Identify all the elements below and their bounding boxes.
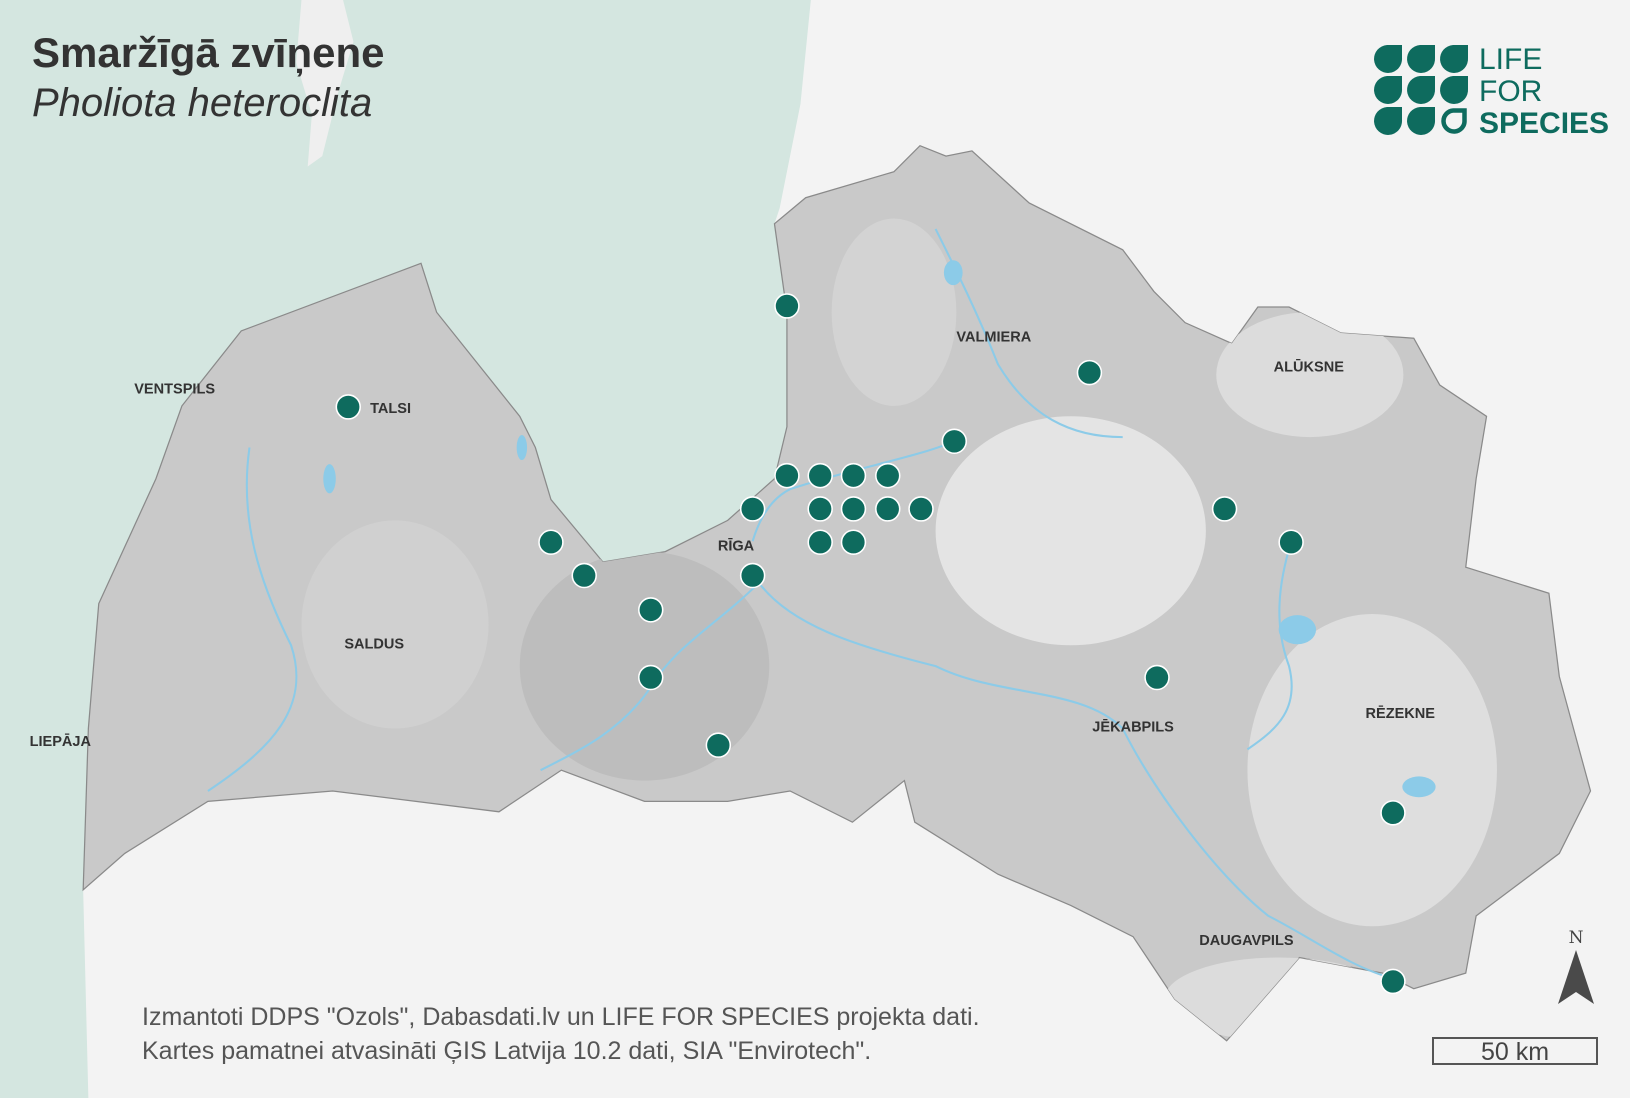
observation-marker <box>571 562 597 589</box>
observation-marker <box>1278 529 1304 555</box>
north-label: N <box>1568 928 1584 948</box>
city-label-valmiera: VALMIERA <box>956 329 1031 345</box>
leaf-shape <box>1440 76 1469 104</box>
city-label-saldus: SALDUS <box>344 636 404 652</box>
observation-marker <box>807 529 833 555</box>
city-label-riga: RĪGA <box>718 538 755 555</box>
leaf-shape <box>1374 76 1403 104</box>
leaf-shape <box>1440 45 1469 73</box>
credits-line2: Kartes pamatnei atvasināti ĢIS Latvija 1… <box>142 1037 872 1065</box>
city-label-ventspils: VENTSPILS <box>134 381 215 397</box>
observation-marker <box>739 562 766 589</box>
observation-marker <box>807 462 833 489</box>
observation-marker <box>1380 800 1406 826</box>
observation-marker <box>774 293 800 319</box>
logo-line2: FOR <box>1479 75 1543 108</box>
observation-marker <box>908 496 934 522</box>
city-label-jekabpils: JĒKABPILS <box>1092 719 1174 736</box>
leaf-shape <box>1407 45 1436 73</box>
map-title: Smaržīgā zvīņene <box>32 29 385 76</box>
lakes <box>323 260 1436 798</box>
observation-marker <box>774 462 800 489</box>
life-for-species-logo: LIFE FOR SPECIES <box>1373 44 1609 140</box>
terrain <box>301 218 1497 1041</box>
leaf-shape <box>1441 108 1467 134</box>
north-arrow: N <box>1556 928 1596 1013</box>
north-arrow-icon <box>1558 950 1594 1004</box>
observation-marker <box>875 462 901 489</box>
logo-line3: SPECIES <box>1479 107 1610 140</box>
city-label-rezekne: RĒZEKNE <box>1366 705 1436 722</box>
observation-marker <box>875 496 901 522</box>
observation-marker <box>840 496 867 522</box>
map-subtitle: Pholiota heteroclita <box>32 81 373 125</box>
observation-markers <box>335 293 1406 995</box>
leaf-shape <box>1407 107 1436 135</box>
sea <box>0 0 811 1098</box>
latvia-country <box>82 144 1592 1042</box>
map-title-block: Smaržīgā zvīņene Pholiota heteroclita <box>32 28 384 128</box>
observation-marker <box>840 529 867 555</box>
island <box>296 0 354 167</box>
leaf-shape <box>1407 76 1436 104</box>
observation-marker <box>1076 359 1103 386</box>
leaf-shape <box>1374 107 1403 135</box>
observation-marker <box>335 394 361 420</box>
leaf-shape <box>1374 45 1403 73</box>
credits-line1: Izmantoti DDPS "Ozols", Dabasdati.lv un … <box>142 1003 980 1031</box>
city-label-aluksne: ALŪKSNE <box>1274 359 1345 376</box>
observation-marker <box>807 496 833 522</box>
observation-marker <box>638 597 664 623</box>
leaf-grid-icon <box>1374 45 1469 135</box>
observation-marker <box>941 428 968 455</box>
observation-marker <box>840 462 867 489</box>
observation-marker <box>1380 968 1406 995</box>
city-label-talsi: TALSI <box>370 401 411 417</box>
scale-bar: 50 km <box>1432 1037 1598 1065</box>
observation-marker <box>705 732 732 758</box>
city-labels: VENTSPILS TALSI VALMIERA ALŪKSNE RĪGA SA… <box>30 329 1436 949</box>
city-label-daugavpils: DAUGAVPILS <box>1199 933 1294 949</box>
logo-line1: LIFE <box>1479 43 1543 76</box>
observation-marker <box>638 664 664 691</box>
city-label-liepaja: LIEPĀJA <box>30 733 92 750</box>
observation-marker <box>1144 664 1170 691</box>
credits: Izmantoti DDPS "Ozols", Dabasdati.lv un … <box>142 1000 980 1068</box>
observation-marker <box>739 496 766 522</box>
observation-marker <box>538 529 564 555</box>
observation-marker <box>1211 496 1238 522</box>
